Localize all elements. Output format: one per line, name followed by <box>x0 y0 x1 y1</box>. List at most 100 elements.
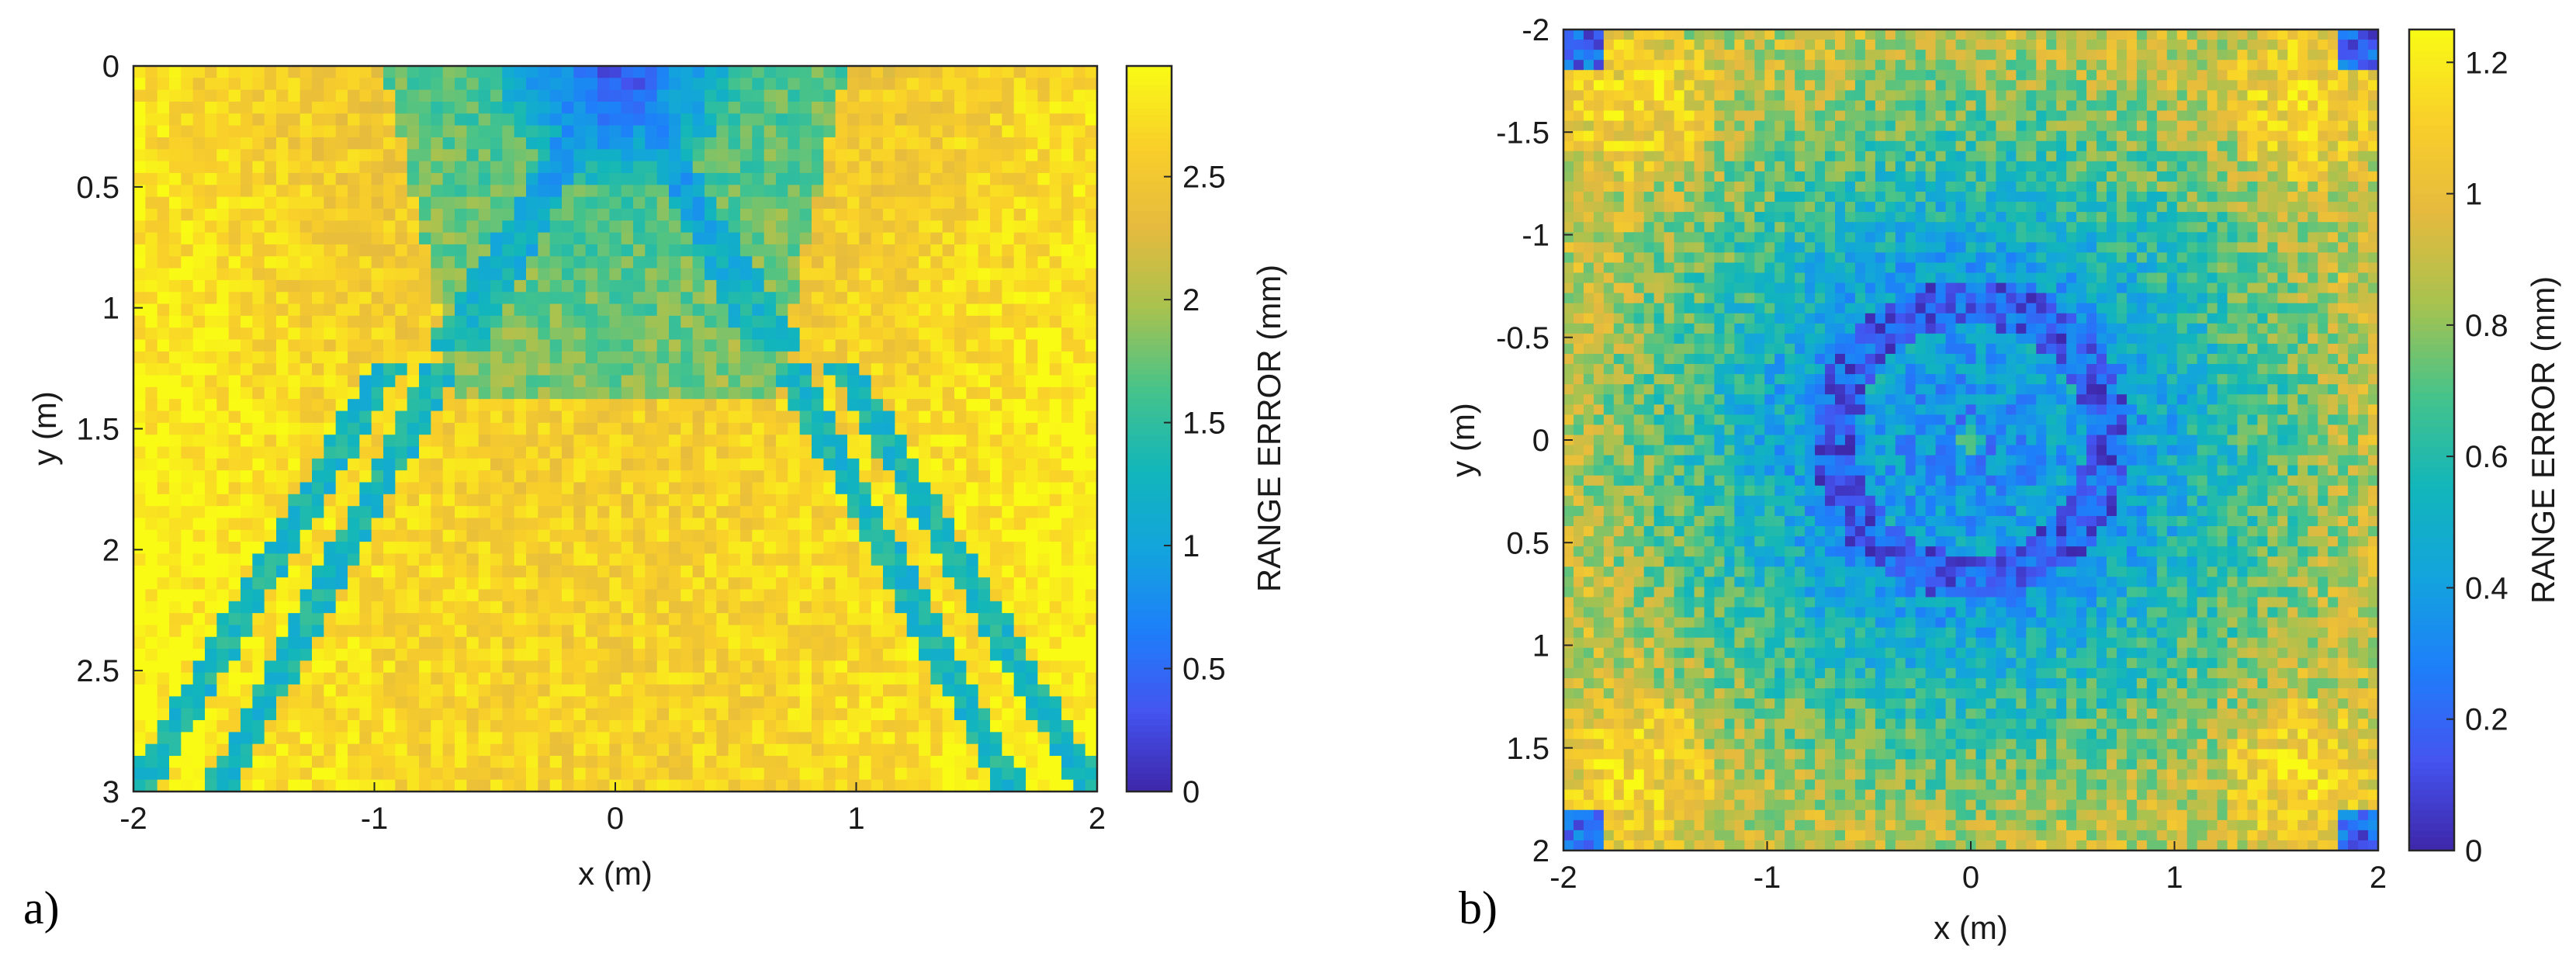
heatmap-cell <box>966 339 979 352</box>
heatmap-cell <box>431 149 444 162</box>
heatmap-cell <box>205 220 217 234</box>
heatmap-cell <box>966 422 979 435</box>
heatmap-cell <box>669 363 681 376</box>
heatmap-cell <box>335 601 348 614</box>
heatmap-cell <box>299 292 313 305</box>
heatmap-cell <box>716 601 729 614</box>
heatmap-cell <box>192 339 206 352</box>
heatmap-cell <box>490 696 503 709</box>
heatmap-cell <box>192 506 206 519</box>
heatmap-cell <box>740 208 753 221</box>
heatmap-cell <box>895 268 908 281</box>
heatmap-cell <box>216 529 230 542</box>
heatmap-cell <box>966 327 979 341</box>
heatmap-cell <box>1002 268 1015 281</box>
heatmap-cell <box>883 743 895 757</box>
heatmap-cell <box>799 196 812 210</box>
heatmap-cell <box>241 494 253 507</box>
heatmap-cell <box>1061 185 1074 198</box>
heatmap-cell <box>669 601 681 614</box>
heatmap-cell <box>609 577 622 591</box>
heatmap-cell <box>597 327 610 341</box>
heatmap-cell <box>859 672 872 685</box>
heatmap-cell <box>656 161 670 174</box>
heatmap-cell <box>847 446 860 459</box>
heatmap-cell <box>776 196 788 210</box>
heatmap-cell <box>752 779 765 792</box>
heatmap-cell <box>549 220 563 234</box>
heatmap-cell <box>835 66 848 78</box>
heatmap-cell <box>1026 660 1038 674</box>
heatmap-cell <box>823 185 836 198</box>
heatmap-cell <box>645 684 658 697</box>
heatmap-cell <box>145 161 158 174</box>
heatmap-cell <box>919 636 931 650</box>
heatmap-cell <box>1026 494 1038 507</box>
heatmap-cell <box>895 518 908 531</box>
heatmap-cell <box>299 375 313 388</box>
heatmap-cell <box>145 339 158 352</box>
heatmap-cell <box>514 458 527 471</box>
heatmap-cell <box>1037 779 1051 792</box>
heatmap-cell <box>455 172 467 185</box>
heatmap-cell <box>407 660 420 674</box>
heatmap-cell <box>455 375 467 388</box>
heatmap-cell <box>549 613 563 626</box>
heatmap-cell <box>847 399 860 412</box>
heatmap-cell <box>169 767 182 781</box>
heatmap-cell <box>919 303 931 317</box>
heatmap-cell <box>192 458 206 471</box>
heatmap-cell <box>776 660 788 674</box>
heatmap-cell <box>181 696 194 709</box>
heatmap-cell <box>597 89 610 102</box>
heatmap-cell <box>645 411 658 424</box>
heatmap-cell <box>324 161 337 174</box>
heatmap-cell <box>1037 660 1051 674</box>
heatmap-cell <box>538 386 551 400</box>
heatmap-cell <box>705 649 717 661</box>
heatmap-cell <box>455 351 467 364</box>
heatmap-cell <box>752 256 765 269</box>
heatmap-cell <box>776 649 788 661</box>
heatmap-cell <box>466 315 480 328</box>
heatmap-cell <box>1085 220 1098 234</box>
heatmap-cell <box>728 101 741 114</box>
heatmap-cell <box>978 268 991 281</box>
heatmap-cell <box>609 386 622 400</box>
heatmap-cell <box>371 315 384 328</box>
heatmap-cell <box>895 399 908 412</box>
heatmap-cell <box>895 161 908 174</box>
heatmap-cell <box>705 482 717 495</box>
heatmap-cell <box>1073 339 1086 352</box>
heatmap-cell <box>348 767 360 781</box>
heatmap-cell <box>526 446 538 459</box>
heatmap-cell <box>1037 506 1051 519</box>
heatmap-cell <box>1073 565 1086 578</box>
heatmap-cell <box>407 756 420 768</box>
heatmap-cell <box>1002 601 1015 614</box>
heatmap-cell <box>133 208 146 221</box>
heatmap-cell <box>490 756 503 768</box>
heatmap-cell <box>241 470 253 483</box>
heatmap-cell <box>538 411 551 424</box>
heatmap-cell <box>680 101 694 114</box>
heatmap-cell <box>633 577 646 591</box>
heatmap-cell <box>609 66 622 78</box>
heatmap-cell <box>324 446 337 459</box>
heatmap-cell <box>395 268 408 281</box>
heatmap-cell <box>348 529 360 542</box>
heatmap-cell <box>526 636 538 650</box>
heatmap-cell <box>763 506 777 519</box>
heatmap-cell <box>526 363 538 376</box>
heatmap-cell <box>835 482 848 495</box>
heatmap-cell <box>478 506 491 519</box>
heatmap-cell <box>395 279 408 293</box>
heatmap-cell <box>573 470 587 483</box>
heatmap-cell <box>978 636 991 650</box>
heatmap-cell <box>990 672 1002 685</box>
heatmap-cell <box>597 196 610 210</box>
heatmap-cell <box>299 625 313 638</box>
heatmap-cell <box>276 172 289 185</box>
heatmap-cell <box>883 458 895 471</box>
heatmap-cell <box>514 196 527 210</box>
